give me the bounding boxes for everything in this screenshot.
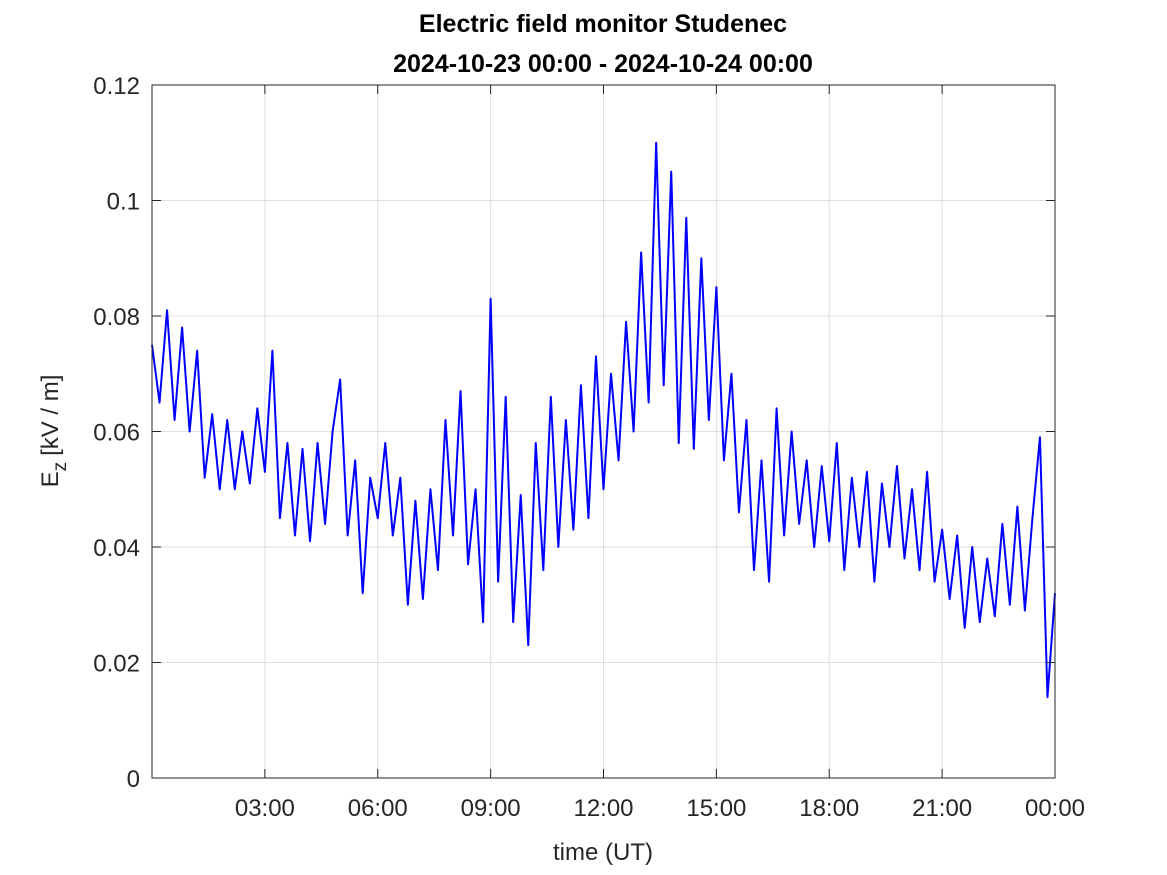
- x-tick-label: 15:00: [686, 795, 746, 822]
- x-tick-label: 18:00: [799, 795, 859, 822]
- y-label-unit: [kV / m]: [37, 375, 64, 456]
- x-tick-label: 12:00: [573, 795, 633, 822]
- y-tick-label: 0.06: [93, 420, 140, 447]
- data-line: [151, 141, 1056, 699]
- y-tick-label: 0.1: [107, 189, 140, 216]
- x-tick-label: 00:00: [1025, 795, 1085, 822]
- chart-subtitle: 2024-10-23 00:00 - 2024-10-24 00:00: [393, 50, 813, 78]
- x-axis-label: time (UT): [553, 839, 653, 866]
- axes: 0 0.02 0.04 0.06 0.08 0.1 0.12 03:00 06:00 09:00 1…: [93, 73, 1085, 822]
- axes-box: [151, 84, 1056, 779]
- y-label-symbol: E: [37, 471, 64, 487]
- y-tick-label: 0.08: [93, 304, 140, 331]
- y-tick-label: 0.12: [93, 73, 140, 100]
- x-tick-label: 03:00: [235, 795, 295, 822]
- y-tick-label: 0.04: [93, 535, 140, 562]
- y-axis-label: Ez [kV / m]: [37, 375, 71, 488]
- x-tick-label: 06:00: [348, 795, 408, 822]
- y-tick-label: 0: [127, 766, 140, 793]
- y-label-subscript: z: [50, 462, 71, 472]
- x-tick-label: 09:00: [461, 795, 521, 822]
- data: [151, 141, 1056, 699]
- x-tick-label: 21:00: [912, 795, 972, 822]
- y-tick-label: 0.02: [93, 651, 140, 678]
- chart-title: Electric field monitor Studenec: [419, 10, 787, 38]
